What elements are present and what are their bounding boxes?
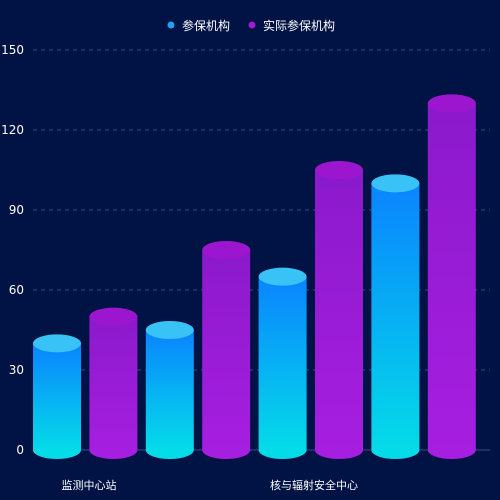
x-category-label: 核与辐射安全中心 bbox=[270, 478, 358, 492]
x-category-label: 监测中心站 bbox=[62, 478, 117, 492]
bar-cap bbox=[145, 321, 194, 339]
bar bbox=[33, 334, 81, 459]
y-tick-label: 150 bbox=[1, 43, 24, 57]
bar-body bbox=[258, 276, 307, 450]
bar-body bbox=[371, 183, 420, 451]
y-axis-ticks: 0 30 60 90 120 150 bbox=[1, 43, 24, 457]
bar-cap bbox=[315, 161, 363, 179]
x-axis-labels: 监测中心站 核与辐射安全中心 bbox=[62, 478, 359, 492]
y-tick-label: 60 bbox=[9, 283, 24, 297]
bar-cap bbox=[371, 174, 420, 193]
bar-cap bbox=[202, 241, 251, 259]
bar-cap bbox=[89, 307, 138, 326]
y-tick-label: 90 bbox=[9, 203, 24, 217]
bars bbox=[33, 94, 476, 459]
y-tick-label: 30 bbox=[9, 363, 24, 377]
bar-cap bbox=[33, 334, 81, 353]
bar bbox=[258, 267, 307, 459]
bar-cap bbox=[258, 267, 307, 286]
bar bbox=[202, 241, 251, 459]
legend-marker-series-2 bbox=[248, 21, 256, 29]
bar bbox=[89, 307, 138, 459]
bar-body bbox=[427, 103, 476, 450]
y-tick-label: 0 bbox=[16, 443, 24, 457]
bar bbox=[145, 321, 194, 459]
bar-body bbox=[33, 343, 81, 450]
bar-body bbox=[89, 316, 138, 450]
legend-label-series-1: 参保机构 bbox=[182, 18, 230, 33]
bar-body bbox=[145, 330, 194, 450]
legend-marker-series-1 bbox=[167, 21, 175, 29]
bar bbox=[427, 94, 476, 459]
bar-body bbox=[315, 170, 363, 450]
bar-body bbox=[202, 250, 251, 450]
bar-cap bbox=[427, 94, 476, 113]
y-tick-label: 120 bbox=[1, 123, 24, 137]
legend: 参保机构 实际参保机构 bbox=[167, 18, 335, 33]
bar bbox=[371, 174, 420, 459]
bar bbox=[315, 161, 363, 459]
legend-label-series-2: 实际参保机构 bbox=[263, 18, 335, 33]
